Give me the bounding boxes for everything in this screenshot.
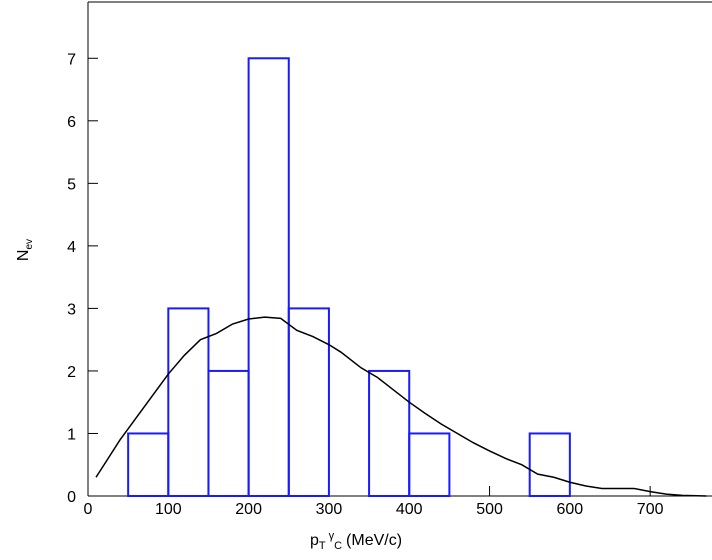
y-tick-label: 5: [67, 176, 76, 193]
x-tick-label: 400: [396, 501, 423, 518]
y-tick-label: 2: [67, 364, 76, 381]
x-tick-label: 100: [155, 501, 182, 518]
y-tick-label: 6: [67, 114, 76, 131]
histogram-bar: [127, 432, 170, 497]
x-tick-label: 600: [557, 501, 584, 518]
histogram-bar: [408, 432, 451, 497]
y-axis-label: Nev: [15, 239, 35, 261]
x-tick-label: 0: [84, 501, 93, 518]
histogram-bar: [167, 307, 210, 497]
y-tick-label: 4: [67, 239, 76, 256]
y-tick-label: 1: [67, 426, 76, 443]
histogram-bar: [287, 307, 330, 497]
x-tick-label: 700: [637, 501, 664, 518]
y-tick-label: 7: [67, 51, 76, 68]
x-tick-label: 200: [235, 501, 262, 518]
y-tick-label: 0: [67, 489, 76, 506]
histogram-bar: [528, 432, 571, 497]
histogram-bar: [207, 369, 250, 497]
y-tick-label: 3: [67, 301, 76, 318]
histogram-bar: [247, 57, 290, 498]
x-tick-label: 500: [476, 501, 503, 518]
histogram-bar: [368, 369, 411, 497]
x-tick-label: 300: [316, 501, 343, 518]
fit-curve: [95, 316, 707, 497]
x-axis-label: pTγC (MeV/c): [310, 530, 402, 552]
